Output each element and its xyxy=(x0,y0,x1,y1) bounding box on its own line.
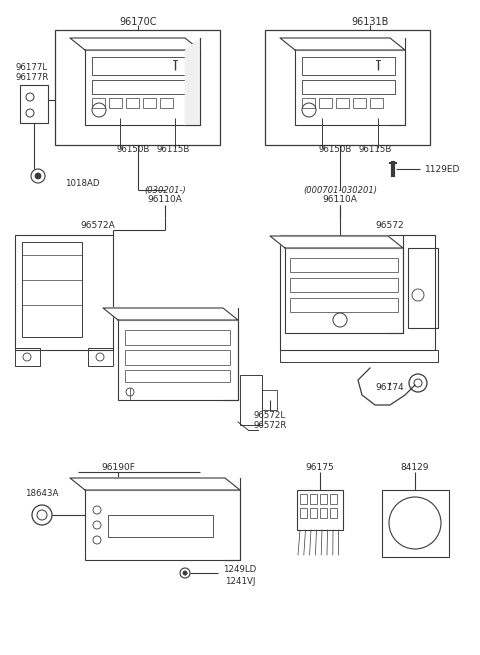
Text: 96150B: 96150B xyxy=(116,145,150,155)
Bar xyxy=(280,235,435,350)
Text: (030201-): (030201-) xyxy=(144,185,186,195)
Bar xyxy=(15,348,40,366)
Text: 84129: 84129 xyxy=(401,464,429,472)
Text: 96174: 96174 xyxy=(376,383,404,392)
Bar xyxy=(285,248,403,333)
Bar xyxy=(143,98,156,108)
Bar xyxy=(125,330,230,345)
Bar xyxy=(280,350,438,362)
Polygon shape xyxy=(185,38,200,125)
Bar xyxy=(92,57,187,75)
Bar xyxy=(126,98,139,108)
Bar xyxy=(22,242,82,337)
Text: 96190F: 96190F xyxy=(101,464,135,472)
Text: 96572A: 96572A xyxy=(81,221,115,231)
Polygon shape xyxy=(270,236,403,248)
Bar xyxy=(353,98,366,108)
Text: 96150B: 96150B xyxy=(318,145,352,155)
Circle shape xyxy=(35,173,41,179)
Bar xyxy=(160,98,173,108)
Bar xyxy=(302,98,315,108)
Bar xyxy=(265,30,430,145)
Text: 1129ED: 1129ED xyxy=(425,164,460,174)
Bar xyxy=(336,98,349,108)
Text: (000701-030201): (000701-030201) xyxy=(303,185,377,195)
Bar xyxy=(240,375,262,425)
Text: 1241VJ: 1241VJ xyxy=(225,576,255,586)
Bar xyxy=(302,57,395,75)
Bar xyxy=(320,508,327,518)
Bar xyxy=(319,98,332,108)
Text: 96175: 96175 xyxy=(306,464,335,472)
Text: 96170C: 96170C xyxy=(119,17,157,27)
Bar xyxy=(125,370,230,382)
Bar xyxy=(88,348,113,366)
Text: 96115B: 96115B xyxy=(156,145,190,155)
Bar xyxy=(300,494,307,504)
Polygon shape xyxy=(70,478,240,490)
Bar xyxy=(382,490,449,557)
Bar xyxy=(55,30,220,145)
Bar xyxy=(290,278,398,292)
Text: 96110A: 96110A xyxy=(323,195,358,204)
Polygon shape xyxy=(70,38,200,50)
Bar xyxy=(118,320,238,400)
Text: 96572L: 96572L xyxy=(254,411,286,419)
Bar xyxy=(300,508,307,518)
Text: 96110A: 96110A xyxy=(147,195,182,204)
Text: 96177L: 96177L xyxy=(16,64,48,73)
Bar xyxy=(262,390,277,410)
Bar xyxy=(85,490,240,560)
Bar xyxy=(330,494,337,504)
Bar xyxy=(92,80,187,94)
Polygon shape xyxy=(103,308,238,320)
Circle shape xyxy=(183,571,187,575)
Bar xyxy=(302,80,395,94)
Text: 1249LD: 1249LD xyxy=(223,565,257,574)
Text: 96572: 96572 xyxy=(376,221,404,231)
Bar xyxy=(290,298,398,312)
Bar xyxy=(370,98,383,108)
Bar xyxy=(15,235,113,350)
Bar xyxy=(408,248,438,328)
Bar xyxy=(310,494,317,504)
Text: 96115B: 96115B xyxy=(358,145,392,155)
Text: 96131B: 96131B xyxy=(351,17,389,27)
Bar xyxy=(297,490,343,530)
Bar xyxy=(108,515,213,537)
Bar xyxy=(85,50,200,125)
Bar xyxy=(125,350,230,365)
Text: 96177R: 96177R xyxy=(15,73,48,83)
Text: 96572R: 96572R xyxy=(253,421,287,430)
Text: 18643A: 18643A xyxy=(25,489,59,498)
Bar xyxy=(20,85,48,123)
Bar xyxy=(295,50,405,125)
Bar xyxy=(310,508,317,518)
Bar xyxy=(290,258,398,272)
Polygon shape xyxy=(280,38,405,50)
Bar xyxy=(330,508,337,518)
Bar xyxy=(92,98,105,108)
Bar xyxy=(320,494,327,504)
Text: 1018AD: 1018AD xyxy=(65,179,99,187)
Bar xyxy=(109,98,122,108)
